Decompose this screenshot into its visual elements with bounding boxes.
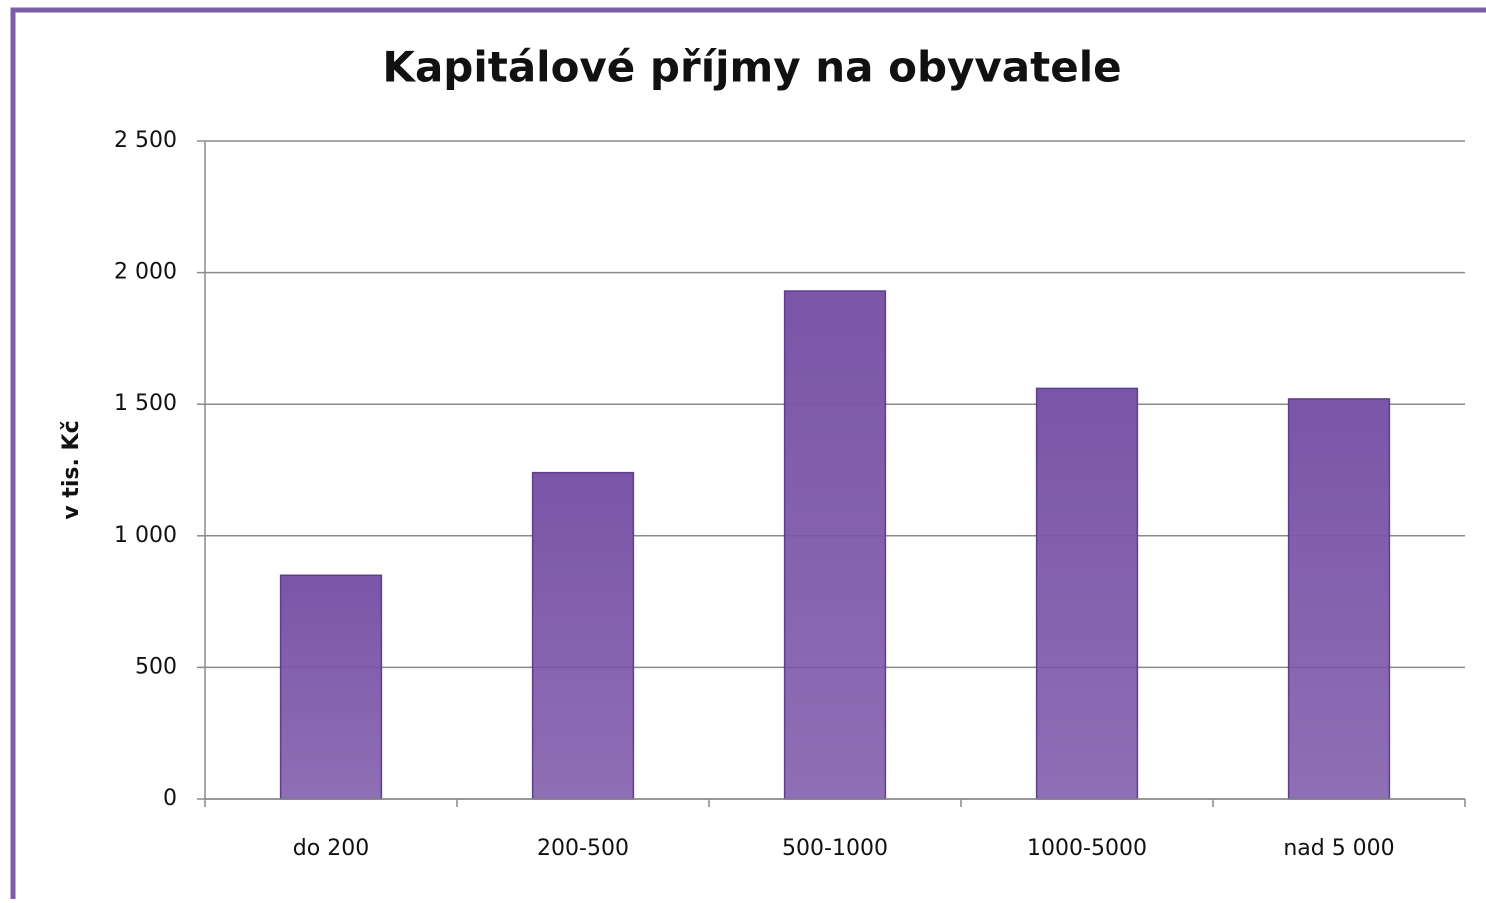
x-tick-label: do 200 bbox=[293, 836, 369, 861]
y-tick-label: 0 bbox=[163, 786, 177, 811]
chart-title: Kapitálové příjmy na obyvatele bbox=[382, 43, 1121, 92]
y-axis-label: v tis. Kč bbox=[59, 420, 84, 519]
bar bbox=[783, 290, 887, 800]
bar bbox=[1287, 398, 1391, 800]
bar bbox=[1035, 387, 1139, 800]
x-tick-label: 200-500 bbox=[537, 836, 629, 861]
bar bbox=[531, 471, 635, 800]
y-tick-label: 500 bbox=[135, 654, 177, 679]
y-tick-label: 1 000 bbox=[114, 523, 177, 548]
x-tick-label: 500-1000 bbox=[782, 836, 888, 861]
y-tick-label: 1 500 bbox=[114, 391, 177, 416]
y-tick-label: 2 000 bbox=[114, 260, 177, 285]
bar bbox=[279, 574, 383, 800]
y-tick-label: 2 500 bbox=[114, 128, 177, 153]
x-tick-label: nad 5 000 bbox=[1283, 836, 1394, 861]
frame bbox=[10, 7, 1486, 903]
x-tick-label: 1000-5000 bbox=[1027, 836, 1147, 861]
